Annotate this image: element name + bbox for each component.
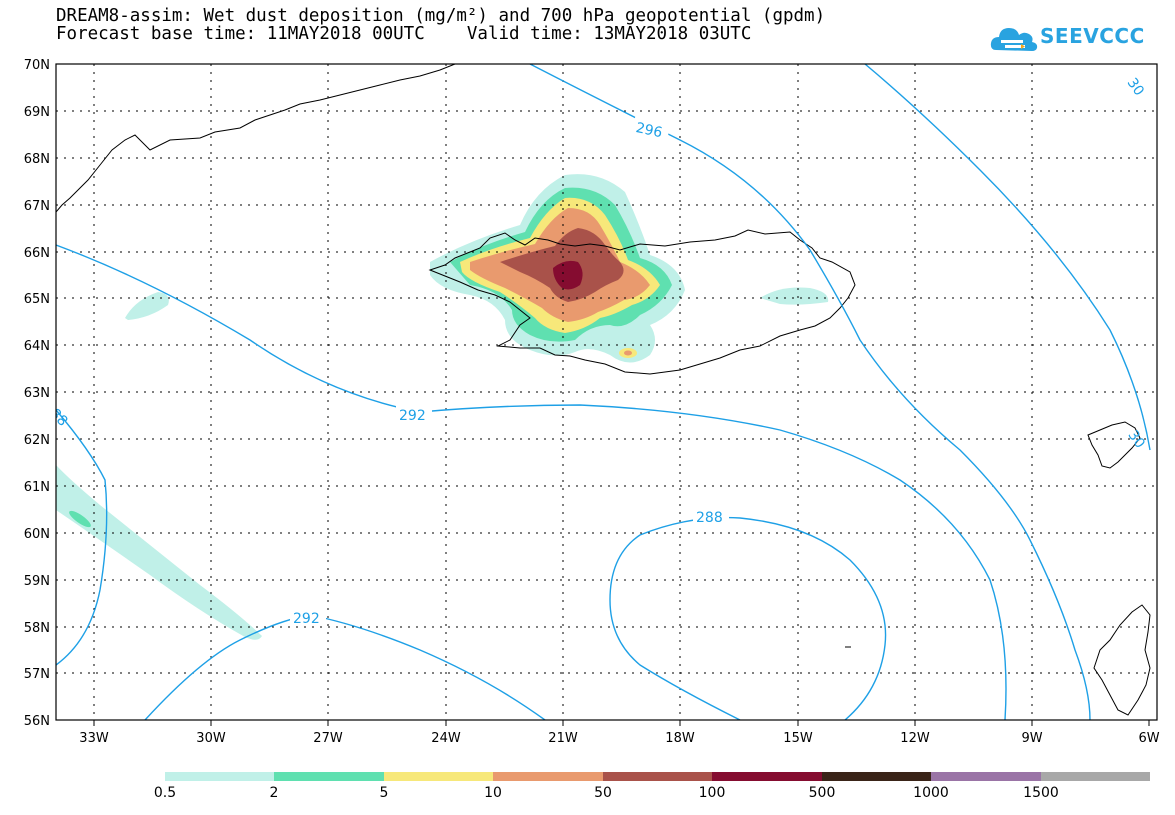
lat-label-68n: 68N <box>24 152 50 167</box>
longitude-labels: 33W 30W 27W 24W 21W 18W 15W 12W 9W 6W <box>79 731 1159 746</box>
lon-label-15w: 15W <box>783 731 813 746</box>
lon-label-21w: 21W <box>548 731 578 746</box>
legend-swatch <box>931 772 1041 781</box>
geopotential-contours <box>56 64 1151 720</box>
lat-label-57n: 57N <box>24 667 50 682</box>
cloud-logo-icon <box>990 28 1038 51</box>
shetland-coast <box>1093 604 1151 716</box>
legend-swatch <box>383 772 494 781</box>
contour-labels: 296 292 292 288 88 30 30 <box>47 75 1148 627</box>
lat-label-63n: 63N <box>24 386 50 401</box>
legend-swatch <box>712 772 822 781</box>
contour-label-288-west: 88 <box>47 406 71 430</box>
lat-label-66n: 66N <box>24 246 50 261</box>
dust-patch-southwest-core <box>69 510 91 528</box>
legend-label: 2 <box>269 785 279 801</box>
lon-label-9w: 9W <box>1021 731 1042 746</box>
contour-label-296: 296 <box>634 120 664 141</box>
faroe-islands-coast <box>1087 421 1141 469</box>
contour-292-north <box>56 244 1007 720</box>
map-title: DREAM8-assim: Wet dust deposition (mg/m²… <box>56 6 826 26</box>
dust-patch-southwest <box>56 465 262 640</box>
contour-288 <box>609 516 887 720</box>
contour-label-292-north: 292 <box>399 408 426 424</box>
dust-patch-east <box>760 287 829 305</box>
contour-288-west <box>56 409 108 666</box>
lat-label-56n: 56N <box>24 714 50 729</box>
dust-patch-west <box>125 292 169 320</box>
greenland-coast <box>56 64 456 213</box>
lat-label-61n: 61N <box>24 480 50 495</box>
lon-label-12w: 12W <box>900 731 930 746</box>
lat-label-67n: 67N <box>24 199 50 214</box>
lat-label-58n: 58N <box>24 621 50 636</box>
contour-292-south <box>144 614 546 720</box>
lat-label-69n: 69N <box>24 105 50 120</box>
contour-label-300-e: 30 <box>1124 428 1147 452</box>
map-subtitle: Forecast base time: 11MAY2018 00UTC Vali… <box>56 24 752 44</box>
lon-label-6w: 6W <box>1138 731 1159 746</box>
legend-swatch <box>274 772 384 781</box>
legend-swatch <box>165 772 275 781</box>
legend-swatch <box>493 772 603 781</box>
legend-label: 1000 <box>913 785 949 801</box>
contour-label-292-south: 292 <box>293 611 320 627</box>
lon-label-18w: 18W <box>665 731 695 746</box>
legend-label: 0.5 <box>153 785 177 801</box>
lon-label-30w: 30W <box>196 731 226 746</box>
contour-label-300-ne: 30 <box>1124 75 1147 99</box>
legend-label: 50 <box>594 785 612 801</box>
seevccc-logo: SEEVCCC <box>990 20 1165 60</box>
contour-296 <box>529 64 1091 720</box>
lat-label-65n: 65N <box>24 292 50 307</box>
lon-label-33w: 33W <box>79 731 109 746</box>
logo-text: SEEVCCC <box>1040 24 1145 48</box>
lat-label-70n: 70N <box>24 58 50 73</box>
dust-plume-core <box>553 260 583 290</box>
legend-label: 100 <box>698 785 726 801</box>
contour-label-288: 288 <box>696 510 723 526</box>
legend-label: 5 <box>379 785 389 801</box>
lat-label-59n: 59N <box>24 574 50 589</box>
legend-label: 500 <box>808 785 836 801</box>
lon-label-24w: 24W <box>431 731 461 746</box>
map-frame <box>55 63 1158 721</box>
lat-label-64n: 64N <box>24 339 50 354</box>
legend-label: 10 <box>484 785 502 801</box>
graticule <box>56 64 1157 720</box>
legend-swatch <box>1040 772 1150 781</box>
lat-label-60n: 60N <box>24 527 50 542</box>
legend-swatch <box>602 772 713 781</box>
color-legend <box>165 772 1150 781</box>
contour-300-ne <box>864 64 1151 451</box>
latitude-labels: 70N 69N 68N 67N 66N 65N 64N 63N 62N 61N … <box>24 58 50 729</box>
lon-label-27w: 27W <box>313 731 343 746</box>
dust-spot-south-inner <box>624 350 632 356</box>
legend-swatch <box>821 772 932 781</box>
legend-label: 1500 <box>1023 785 1059 801</box>
lat-label-62n: 62N <box>24 433 50 448</box>
coastlines <box>56 64 1151 716</box>
iceland-coast <box>428 229 856 375</box>
tick-marks <box>93 720 1150 726</box>
dust-deposition-shading <box>56 174 829 640</box>
